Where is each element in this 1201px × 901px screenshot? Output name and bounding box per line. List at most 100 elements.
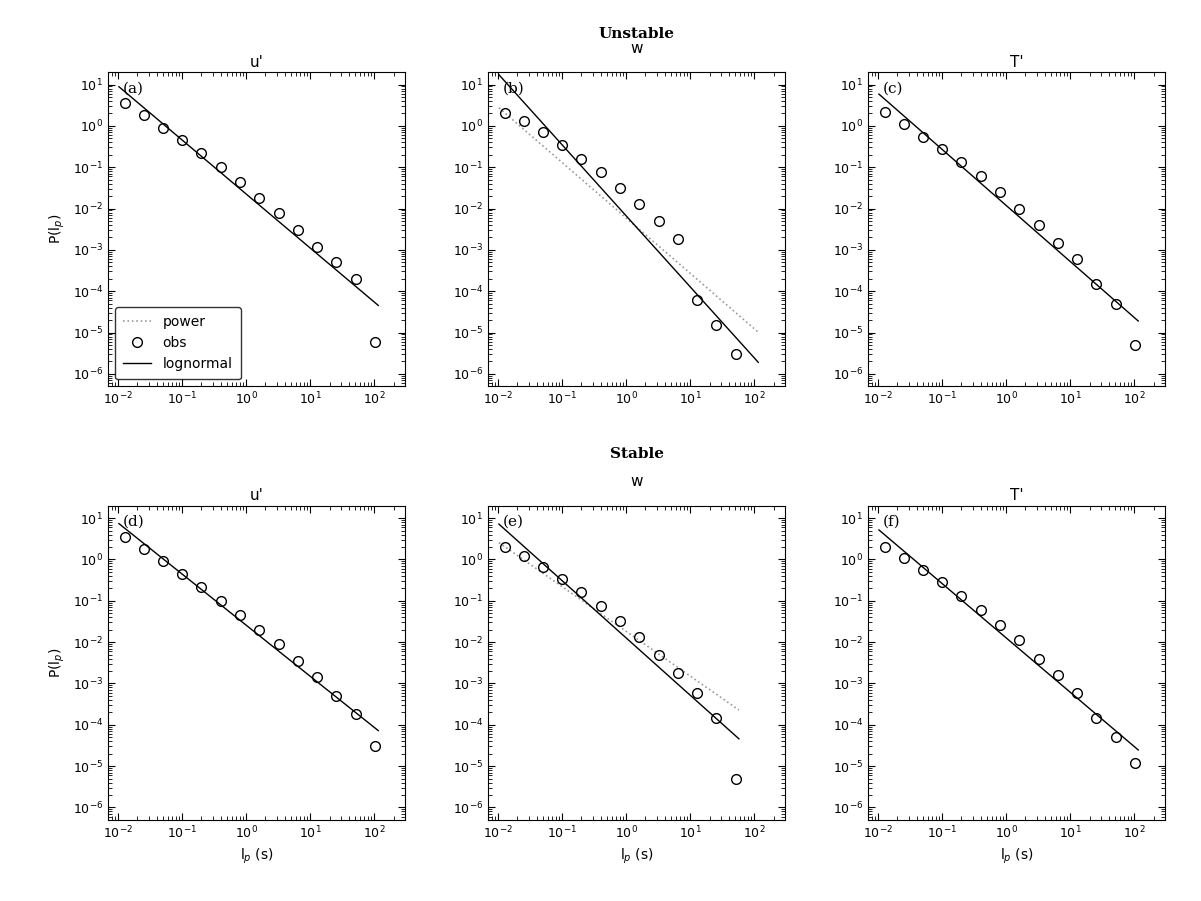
lognormal (710, 714, 724, 724)
obs (574, 153, 588, 164)
Line: lognormal: lognormal (498, 524, 739, 739)
lognormal (113, 82, 127, 93)
obs (729, 349, 743, 359)
Text: (c): (c) (883, 81, 903, 96)
obs (516, 551, 531, 561)
lognormal (491, 69, 506, 80)
obs (878, 106, 892, 117)
power (639, 640, 653, 651)
obs (1032, 653, 1046, 664)
power (694, 678, 709, 689)
lognormal (347, 705, 362, 716)
Title: w: w (631, 474, 643, 489)
X-axis label: l$_p$ (s): l$_p$ (s) (620, 847, 653, 866)
lognormal (270, 645, 285, 656)
lognormal (1026, 655, 1040, 666)
obs (175, 135, 190, 146)
obs (348, 273, 363, 284)
obs (915, 565, 930, 576)
lognormal (1030, 228, 1045, 239)
lognormal (727, 330, 741, 341)
Text: Stable: Stable (610, 447, 663, 461)
power (646, 236, 661, 247)
obs (670, 668, 685, 678)
power (751, 327, 765, 338)
power (492, 538, 507, 549)
obs (1032, 220, 1046, 231)
obs (1012, 203, 1027, 214)
power (710, 292, 724, 303)
lognormal (1026, 223, 1040, 234)
Line: obs: obs (880, 107, 1140, 350)
Line: power: power (498, 108, 758, 332)
obs (555, 574, 569, 585)
Line: obs: obs (120, 532, 380, 751)
Text: (a): (a) (123, 81, 144, 96)
obs (670, 234, 685, 245)
obs (1089, 712, 1104, 723)
lognormal (113, 519, 127, 530)
lognormal (1107, 724, 1122, 734)
obs (593, 167, 608, 177)
obs (574, 587, 588, 597)
obs (329, 690, 343, 701)
Line: obs: obs (880, 542, 1140, 768)
lognormal (639, 651, 653, 661)
obs (974, 171, 988, 182)
obs (1089, 278, 1104, 289)
obs (195, 581, 209, 592)
Title: u': u' (250, 488, 263, 503)
obs (498, 108, 513, 119)
obs (368, 336, 382, 347)
power (491, 537, 506, 548)
obs (955, 157, 969, 168)
lognormal (694, 700, 709, 711)
obs (118, 532, 132, 542)
lognormal (873, 525, 888, 536)
lognormal (330, 266, 345, 277)
lognormal (265, 211, 280, 222)
obs (310, 241, 324, 252)
obs (516, 115, 531, 126)
obs (974, 605, 988, 615)
power (634, 636, 649, 647)
lognormal (634, 646, 649, 657)
obs (252, 624, 267, 635)
obs (1109, 298, 1123, 309)
Legend: power, obs, lognormal: power, obs, lognormal (115, 307, 240, 379)
lognormal (645, 240, 659, 250)
lognormal (492, 70, 507, 81)
obs (348, 709, 363, 720)
Line: lognormal: lognormal (119, 86, 378, 305)
lognormal (751, 357, 765, 368)
power (492, 104, 507, 114)
obs (1128, 758, 1142, 769)
obs (233, 609, 247, 620)
Line: lognormal: lognormal (498, 75, 758, 362)
lognormal (267, 212, 281, 223)
obs (689, 687, 704, 698)
lognormal (330, 693, 345, 704)
obs (156, 123, 171, 133)
lognormal (872, 524, 886, 535)
lognormal (1026, 656, 1040, 667)
obs (252, 193, 267, 204)
lognormal (267, 642, 281, 652)
obs (896, 552, 910, 563)
Title: w: w (631, 41, 643, 56)
power (491, 103, 506, 114)
obs (651, 650, 665, 660)
lognormal (872, 88, 886, 99)
lognormal (270, 215, 285, 226)
obs (1012, 635, 1027, 646)
lognormal (112, 518, 126, 529)
obs (1109, 732, 1123, 742)
obs (368, 741, 382, 751)
lognormal (371, 725, 386, 736)
lognormal (491, 519, 506, 530)
Line: lognormal: lognormal (879, 94, 1139, 321)
obs (291, 656, 305, 667)
obs (271, 639, 286, 650)
obs (1051, 237, 1065, 248)
obs (915, 132, 930, 142)
